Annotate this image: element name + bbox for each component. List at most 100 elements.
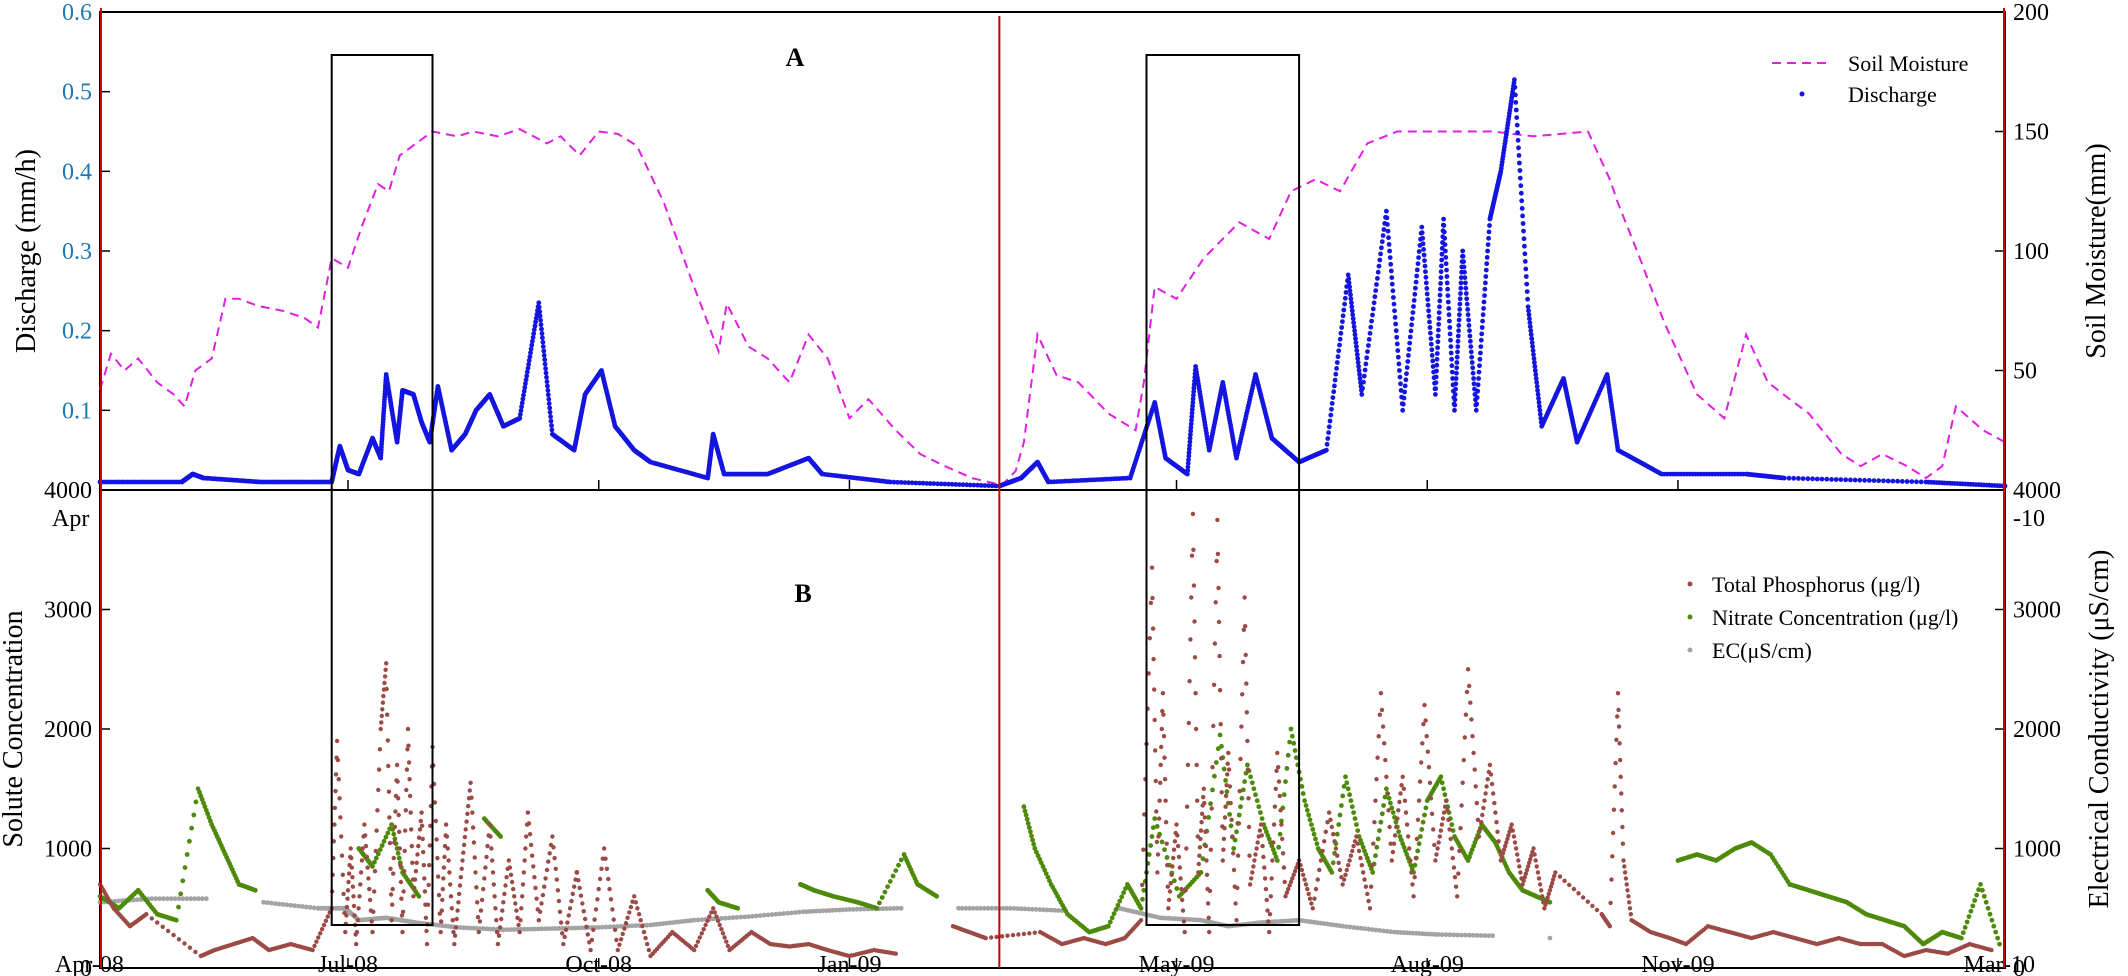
discharge-point: [530, 335, 536, 340]
discharge-point: [1521, 236, 1527, 242]
discharge-point: [1471, 376, 1476, 381]
total-phosphorus-point: [1320, 848, 1325, 854]
discharge-point: [1463, 280, 1468, 286]
discharge-point: [1391, 295, 1396, 300]
discharge-point: [1487, 223, 1492, 228]
discharge-point: [1438, 275, 1444, 280]
total-phosphorus-point: [1219, 756, 1224, 761]
discharge-point: [1442, 242, 1448, 248]
ec-point: [734, 915, 740, 920]
ec-point: [1377, 928, 1383, 933]
total-phosphorus-point: [1613, 760, 1618, 766]
discharge-point: [1414, 273, 1420, 279]
total-phosphorus-point: [697, 935, 702, 940]
total-phosphorus-point: [463, 827, 468, 832]
total-phosphorus-point: [636, 912, 642, 917]
nitrate-point: [252, 887, 258, 893]
nitrate-point: [1040, 864, 1046, 869]
discharge-point: [545, 388, 551, 393]
total-phosphorus-point: [1627, 900, 1632, 905]
total-phosphorus-point: [338, 815, 343, 820]
nitrate-point: [178, 891, 184, 897]
total-phosphorus-point: [432, 800, 438, 805]
nitrate-point: [1337, 812, 1343, 818]
nitrate-point: [1390, 810, 1396, 815]
total-phosphorus-point: [1169, 872, 1174, 877]
discharge-point: [1436, 310, 1442, 315]
ec-point: [974, 905, 980, 911]
total-phosphorus-point: [691, 947, 697, 953]
discharge-point: [1439, 257, 1445, 263]
total-phosphorus-point: [470, 825, 476, 830]
total-phosphorus-point: [1159, 744, 1164, 750]
total-phosphorus-point: [378, 726, 383, 732]
ec-point: [268, 900, 274, 906]
discharge-point: [1412, 291, 1418, 297]
nitrate-point: [1249, 780, 1255, 786]
discharge-point: [1437, 304, 1442, 310]
discharge-point: [975, 482, 980, 488]
nitrate-point: [1304, 807, 1310, 813]
total-phosphorus-point: [627, 910, 632, 915]
total-phosphorus-point: [359, 858, 365, 863]
discharge-point: [524, 369, 530, 375]
nitrate-point: [1339, 803, 1344, 808]
nitrate-point: [1968, 908, 1974, 914]
discharge-point: [1457, 296, 1463, 302]
discharge-point: [1449, 363, 1455, 369]
total-phosphorus-point: [1387, 824, 1392, 830]
nitrate-point: [1303, 803, 1309, 808]
legend-nitrate-label: Nitrate Concentration (μg/l): [1712, 605, 1958, 630]
nitrate-point: [1465, 858, 1471, 863]
discharge-point: [541, 348, 547, 354]
nitrate-point: [1980, 887, 1985, 893]
nitrate-point: [1393, 819, 1399, 825]
ec-point: [546, 926, 552, 932]
total-phosphorus-point: [597, 876, 603, 882]
total-phosphorus-point: [1199, 820, 1204, 825]
total-phosphorus-point: [509, 879, 515, 885]
total-phosphorus-point: [523, 846, 528, 851]
discharge-point: [1534, 384, 1540, 389]
discharge-point: [1453, 386, 1458, 392]
total-phosphorus-point: [1211, 723, 1216, 729]
total-phosphorus-point: [1359, 863, 1365, 868]
ec-point: [1026, 906, 1032, 912]
total-phosphorus-point: [1455, 894, 1460, 899]
total-phosphorus-point: [1211, 682, 1217, 687]
total-phosphorus-point: [1622, 870, 1628, 875]
right-ytick-label-a-1: 50: [2013, 359, 2037, 385]
discharge-point: [1474, 395, 1480, 400]
total-phosphorus-point: [336, 777, 341, 782]
nitrate-point: [1299, 784, 1305, 789]
discharge-point: [927, 481, 933, 486]
nitrate-point: [1258, 810, 1263, 815]
nitrate-point: [1164, 855, 1170, 860]
ec-point: [149, 896, 155, 902]
total-phosphorus-point: [1441, 810, 1447, 815]
discharge-point: [1189, 410, 1195, 416]
total-phosphorus-point: [1153, 748, 1158, 753]
nitrate-point: [1253, 792, 1258, 798]
nitrate-point: [879, 895, 885, 900]
total-phosphorus-point: [893, 951, 898, 956]
total-phosphorus-point: [1618, 774, 1623, 779]
nitrate-point: [1373, 853, 1378, 859]
discharge-point: [1401, 395, 1407, 401]
total-phosphorus-point: [475, 900, 480, 905]
ec-point: [691, 917, 697, 923]
total-phosphorus-point: [521, 870, 526, 875]
total-phosphorus-point: [1166, 897, 1172, 903]
total-phosphorus-point: [1239, 724, 1244, 729]
discharge-point: [1185, 468, 1191, 473]
nitrate-point: [1313, 836, 1318, 842]
ec-point: [1055, 908, 1061, 913]
nitrate-point: [1270, 847, 1276, 853]
total-phosphorus-point: [693, 943, 699, 949]
total-phosphorus-point: [520, 894, 525, 899]
nitrate-point: [1419, 827, 1425, 832]
total-phosphorus-point: [441, 876, 446, 881]
discharge-point: [917, 480, 922, 486]
nitrate-point: [1370, 870, 1376, 875]
total-phosphorus-point: [1535, 870, 1541, 875]
